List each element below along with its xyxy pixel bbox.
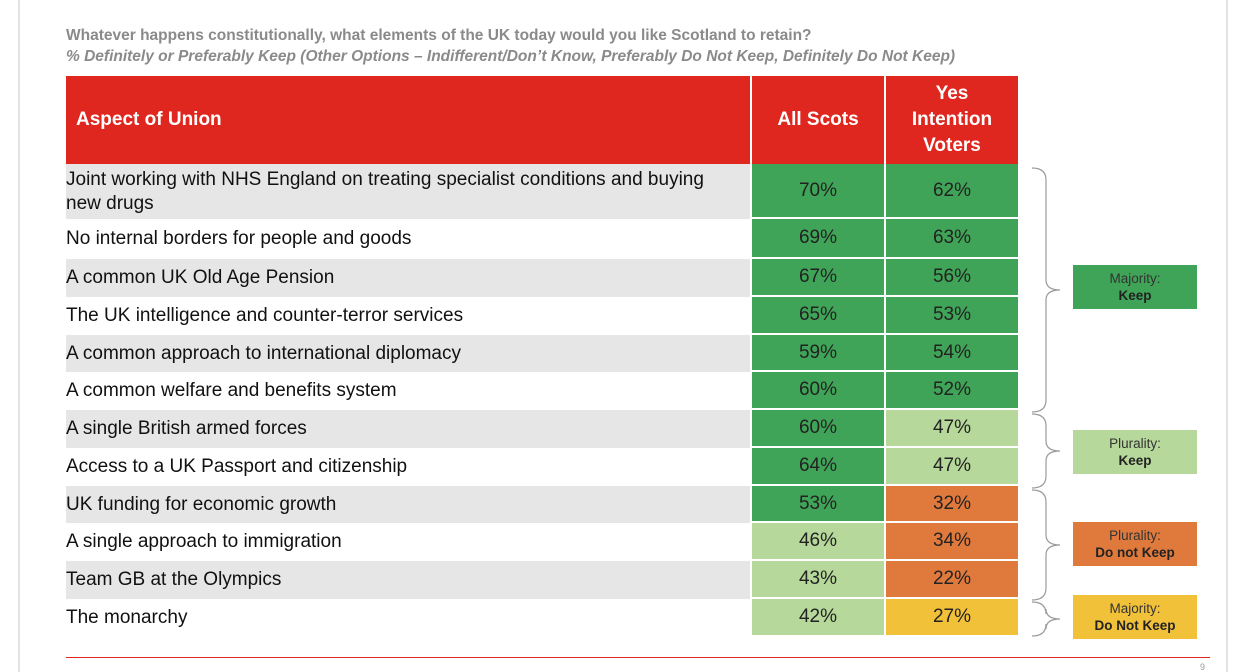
header-yes-line2: Intention [911,109,993,130]
yes-voters-value: 34% [884,523,1018,561]
table-row: A single approach to immigration 46% 34% [66,523,1018,561]
legend-line2: Do Not Keep [1094,618,1176,633]
frame-right-edge [1226,0,1228,672]
row-aspect-label: UK funding for economic growth [66,486,750,523]
yes-voters-value: 56% [884,259,1018,297]
results-table: Aspect of Union All Scots Yes Intention … [66,76,1018,637]
all-scots-value: 53% [750,486,884,523]
table-row: A common approach to international diplo… [66,335,1018,372]
table-row: Team GB at the Olympics 43% 22% [66,561,1018,599]
row-aspect-label: A single approach to immigration [66,523,750,561]
all-scots-value: 65% [750,297,884,335]
row-aspect-label: A single British armed forces [66,410,750,448]
row-aspect-label: The monarchy [66,599,750,637]
all-scots-value: 42% [750,599,884,637]
chart-subtitle: % Definitely or Preferably Keep (Other O… [66,48,956,65]
table-row: Access to a UK Passport and citizenship 6… [66,448,1018,486]
table-row: No internal borders for people and goods… [66,219,1018,259]
legend-line2: Keep [1118,288,1152,303]
legend-line1: Plurality: [1109,436,1161,451]
brace-icon [1031,601,1061,637]
yes-voters-value: 32% [884,486,1018,523]
yes-voters-value: 22% [884,561,1018,599]
legend-line2: Do not Keep [1095,545,1175,560]
row-aspect-label: A common welfare and benefits system [66,372,750,410]
row-aspect-label: A common approach to international diplo… [66,335,750,372]
header-yes-voters: Yes Intention Voters [884,76,1018,164]
all-scots-value: 43% [750,561,884,599]
header-aspect: Aspect of Union [66,76,750,164]
all-scots-value: 46% [750,523,884,561]
bottom-rule [66,657,1210,658]
header-yes-line1: Yes [935,83,969,104]
legend-majority-do-not-keep: Majority: Do Not Keep [1073,595,1197,639]
page-number: 9 [1200,662,1206,672]
table-row: UK funding for economic growth 53% 32% [66,486,1018,523]
table-header: Aspect of Union All Scots Yes Intention … [66,76,1018,164]
table-row: A single British armed forces 60% 47% [66,410,1018,448]
all-scots-value: 64% [750,448,884,486]
legend-line1: Plurality: [1109,528,1161,543]
legend-plurality-keep: Plurality: Keep [1073,430,1197,474]
yes-voters-value: 47% [884,410,1018,448]
header-yes-line3: Voters [923,135,981,156]
frame-left-edge [18,0,20,672]
row-aspect-label: Team GB at the Olympics [66,561,750,599]
header-all-scots: All Scots [750,76,884,164]
all-scots-value: 70% [750,164,884,219]
legend-plurality-do-not-keep: Plurality: Do not Keep [1073,522,1197,566]
chart-title: Whatever happens constitutionally, what … [66,27,812,44]
yes-voters-value: 47% [884,448,1018,486]
row-aspect-label: A common UK Old Age Pension [66,259,750,297]
brace-icon [1031,489,1061,601]
yes-voters-value: 27% [884,599,1018,637]
table-row: A common welfare and benefits system 60% 5… [66,372,1018,410]
yes-voters-value: 62% [884,164,1018,219]
row-aspect-label: No internal borders for people and goods [66,219,750,259]
row-aspect-label: Joint working with NHS England on treati… [66,164,750,219]
table-row: The UK intelligence and counter-terror s… [66,297,1018,335]
all-scots-value: 59% [750,335,884,372]
brace-icon [1031,167,1061,413]
row-aspect-label: Access to a UK Passport and citizenship [66,448,750,486]
table-body: Joint working with NHS England on treati… [66,164,1018,637]
legend-line1: Majority: [1109,271,1161,286]
all-scots-value: 69% [750,219,884,259]
row-aspect-label: The UK intelligence and counter-terror s… [66,297,750,335]
yes-voters-value: 54% [884,335,1018,372]
yes-voters-value: 63% [884,219,1018,259]
table-row: A common UK Old Age Pension 67% 56% [66,259,1018,297]
brace-icon [1031,413,1061,489]
all-scots-value: 67% [750,259,884,297]
table-row: Joint working with NHS England on treati… [66,164,1018,219]
yes-voters-value: 52% [884,372,1018,410]
legend-line1: Majority: [1109,601,1161,616]
all-scots-value: 60% [750,410,884,448]
legend-line2: Keep [1118,453,1152,468]
legend-majority-keep: Majority: Keep [1073,265,1197,309]
all-scots-value: 60% [750,372,884,410]
yes-voters-value: 53% [884,297,1018,335]
table-row: The monarchy 42% 27% [66,599,1018,637]
